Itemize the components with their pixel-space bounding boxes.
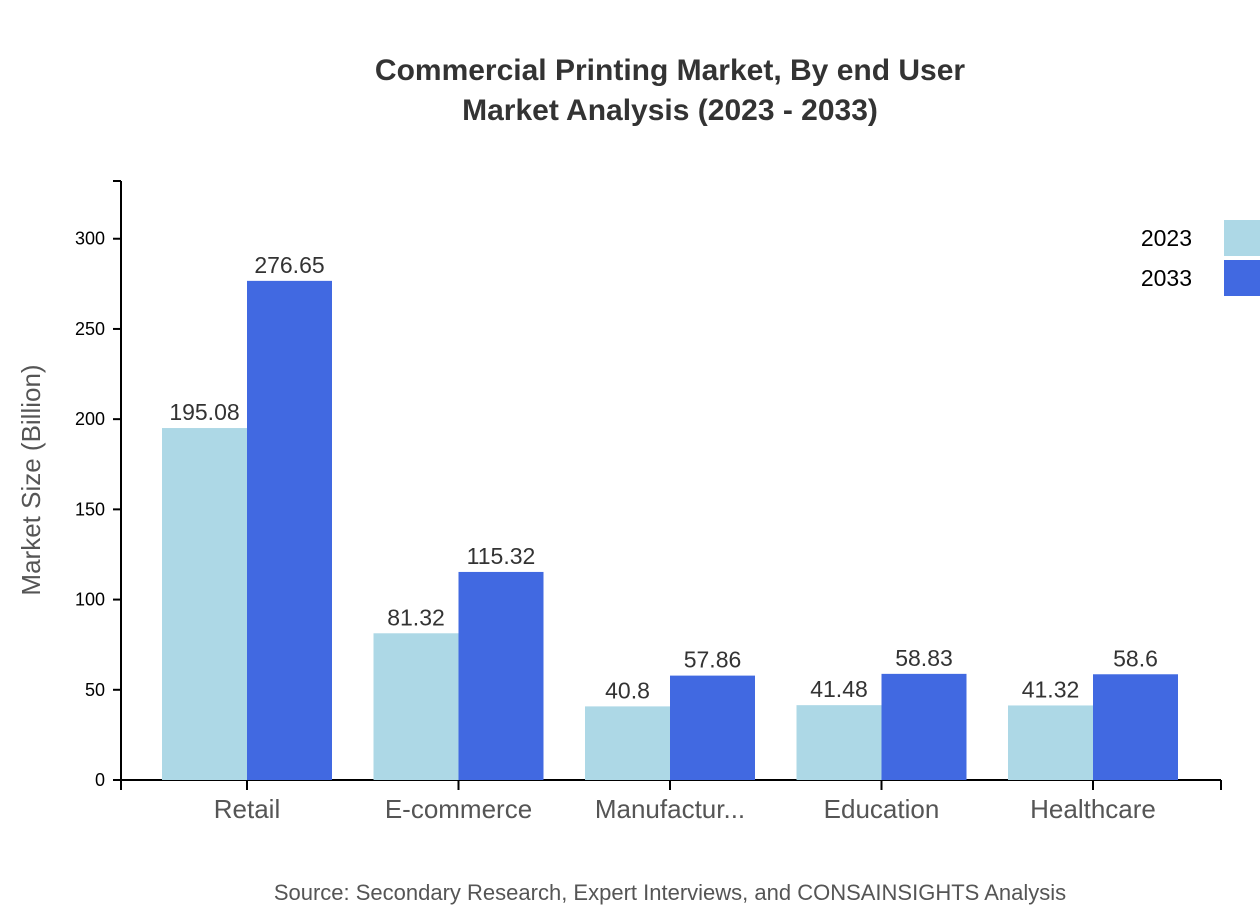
x-tick-label: Education [824, 794, 940, 824]
bar-2023 [1008, 705, 1093, 780]
y-tick-label: 50 [85, 680, 105, 700]
bar-2023 [162, 428, 247, 780]
y-tick-label: 150 [75, 499, 105, 519]
legend-label: 2023 [1141, 225, 1192, 251]
y-tick-label: 0 [95, 770, 105, 790]
x-tick-label: Healthcare [1030, 794, 1156, 824]
chart-title: Commercial Printing Market, By end User [375, 54, 965, 87]
source-note: Source: Secondary Research, Expert Inter… [274, 880, 1066, 905]
legend-swatch [1224, 260, 1260, 296]
bar-2033 [881, 673, 967, 780]
legend: 2023 2033 [1141, 220, 1260, 296]
data-label: 58.6 [1113, 645, 1158, 671]
x-tick-label: Manufactur... [595, 794, 745, 824]
legend-label: 2033 [1141, 265, 1192, 291]
y-axis-label: Market Size (Billion) [16, 364, 46, 595]
data-label: 41.48 [810, 676, 868, 702]
y-tick-label: 300 [75, 229, 105, 249]
data-label: 195.08 [169, 399, 239, 425]
data-label: 40.8 [605, 677, 650, 703]
bar-2023 [585, 706, 670, 780]
data-label: 57.86 [684, 647, 742, 673]
axes: 0 50 100 150 200 250 300 Retail E-commerce Manufa… [75, 180, 1222, 824]
bar-2023 [373, 633, 459, 780]
x-tick-label: E-commerce [385, 794, 532, 824]
bars: 195.08 276.65 81.32 115.32 40.8 57.86 41.48 58.… [162, 252, 1178, 780]
x-tick-label: Retail [214, 794, 280, 824]
data-label: 41.32 [1022, 676, 1080, 702]
legend-swatch [1224, 220, 1260, 256]
y-tick-label: 100 [75, 590, 105, 610]
data-label: 81.32 [387, 604, 445, 630]
bar-2033 [247, 280, 332, 780]
bar-2023 [796, 705, 882, 780]
data-label: 276.65 [254, 252, 324, 278]
bar-2033 [670, 675, 755, 780]
y-tick-label: 200 [75, 409, 105, 429]
chart-subtitle: Market Analysis (2023 - 2033) [462, 94, 878, 127]
data-label: 58.83 [895, 645, 953, 671]
data-label: 115.32 [467, 543, 536, 569]
bar-2033 [1093, 674, 1178, 780]
bar-2033 [458, 571, 544, 780]
y-tick-label: 250 [75, 319, 105, 339]
